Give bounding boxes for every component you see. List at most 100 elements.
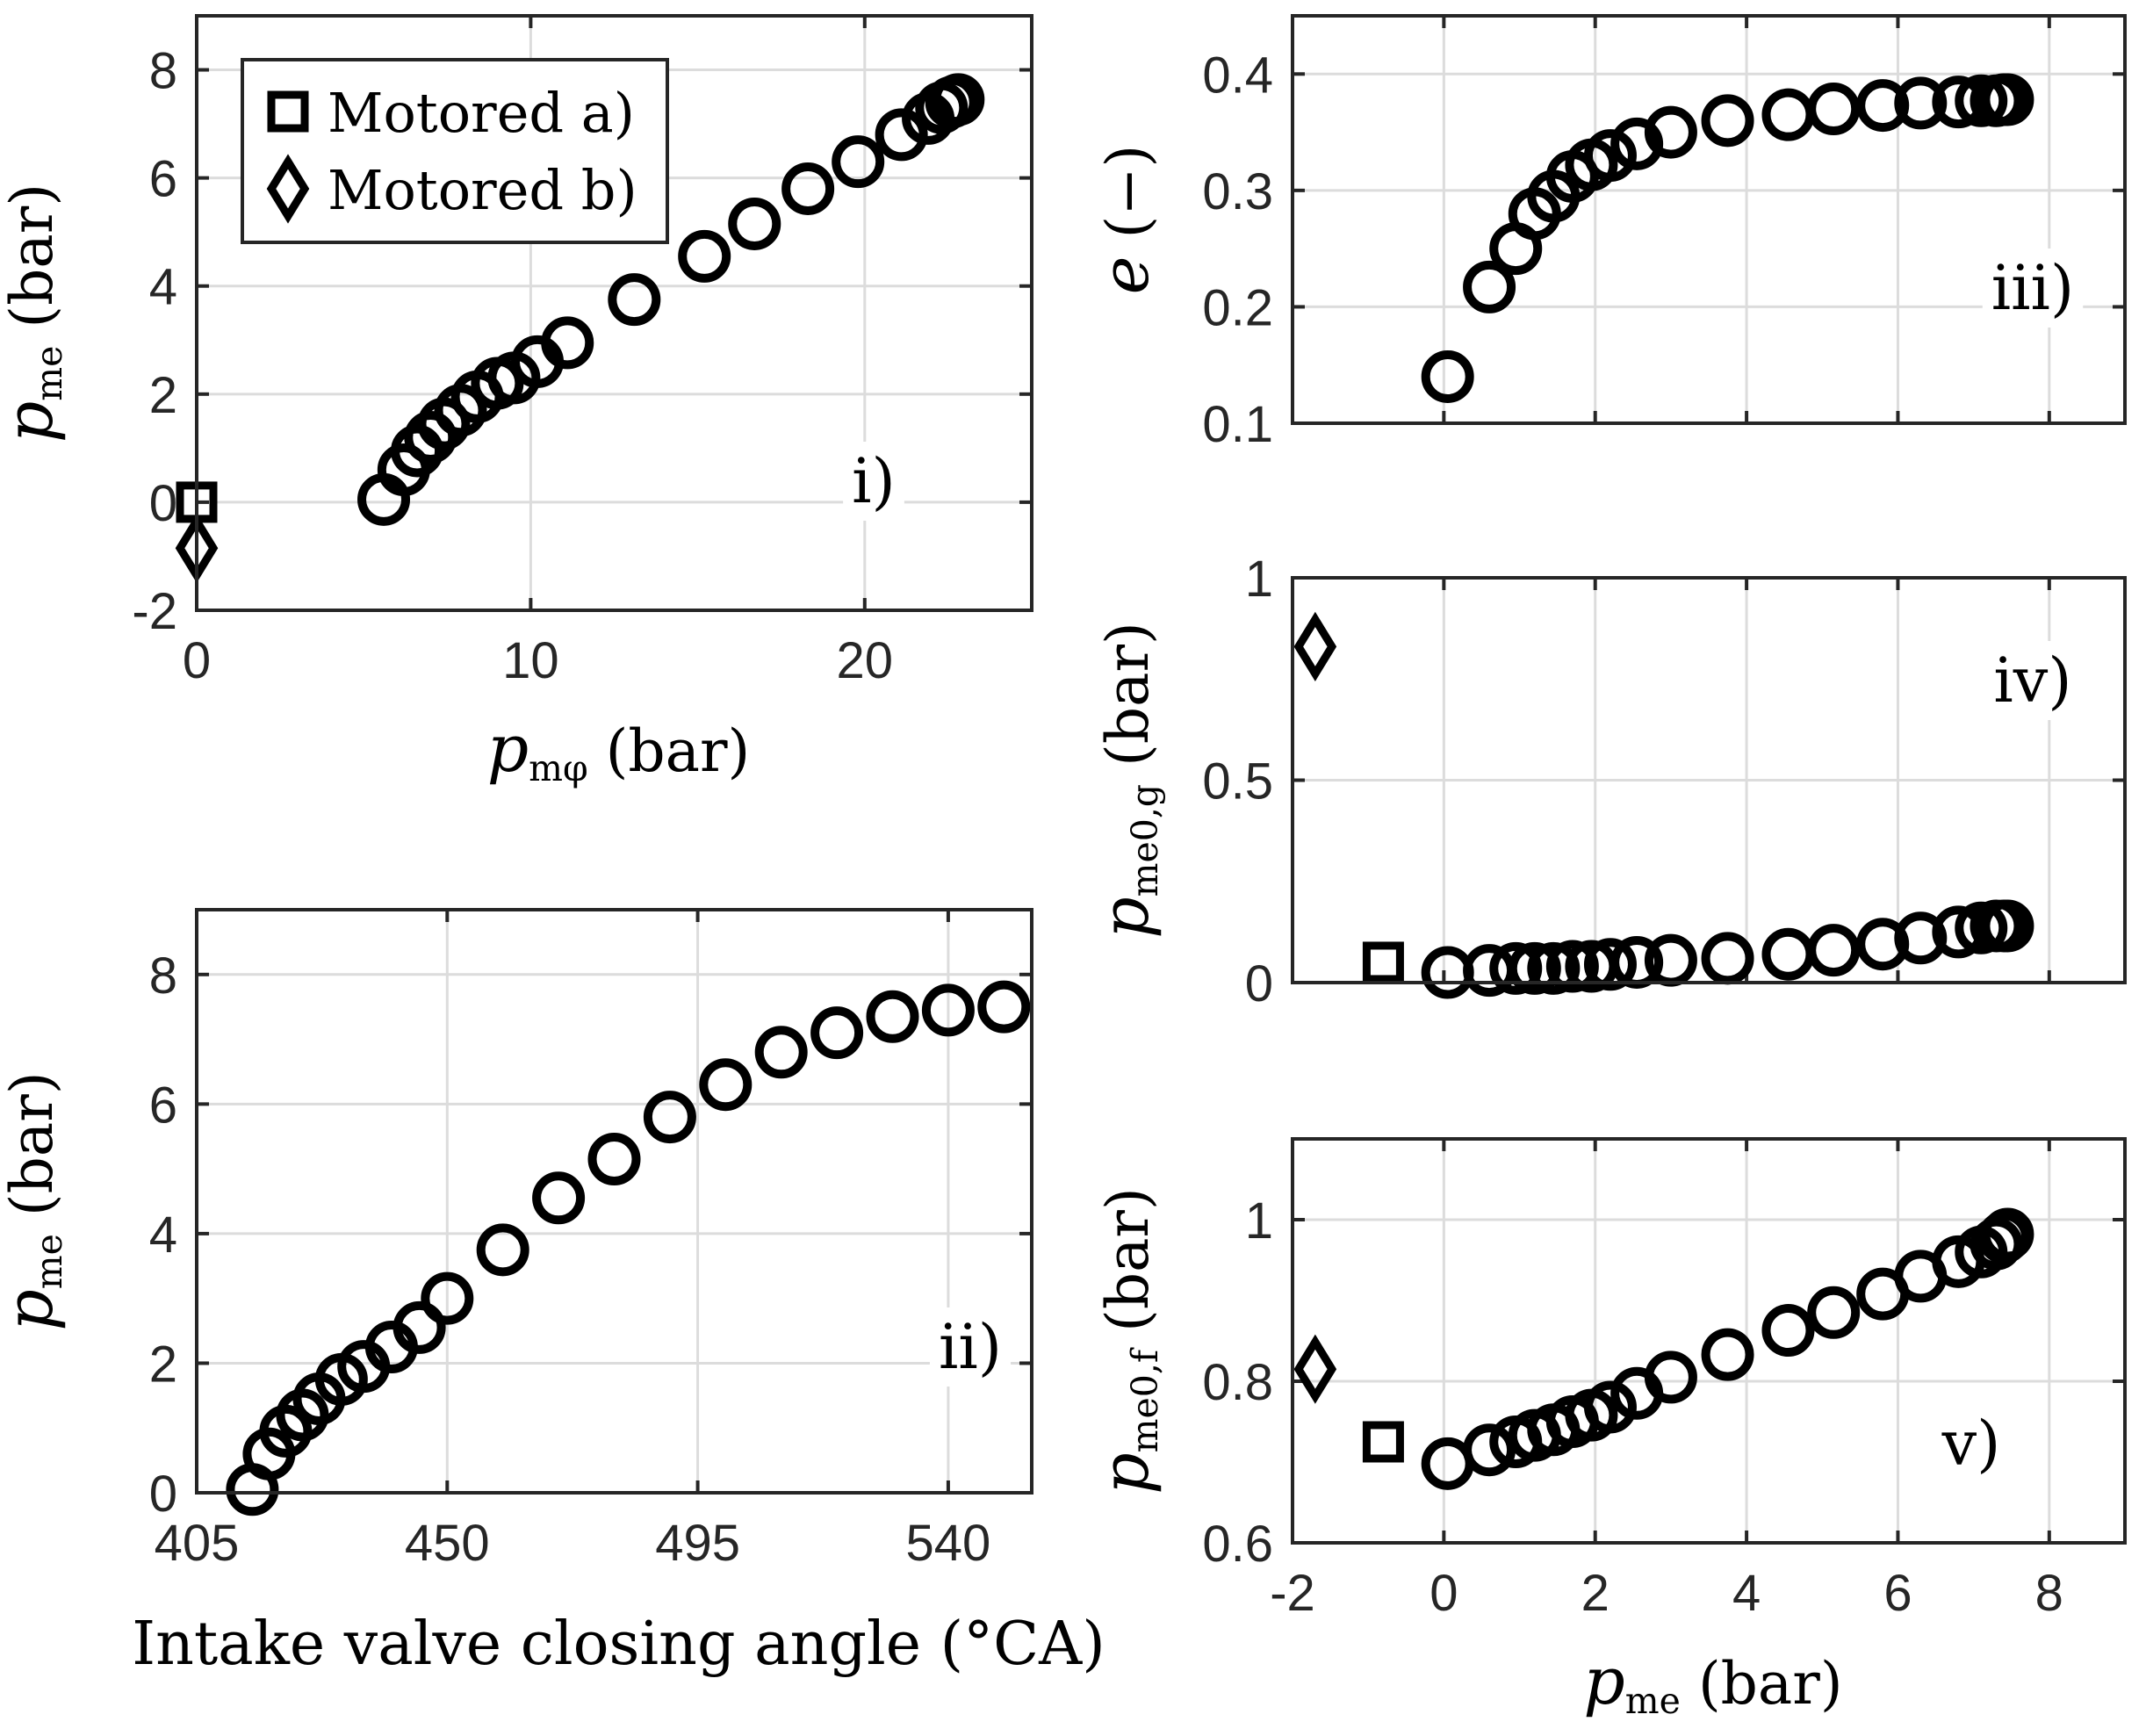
- panel-label: i): [852, 445, 896, 517]
- legend-label: Motored b): [328, 158, 637, 222]
- legend: Motored a) Motored b): [241, 58, 669, 244]
- data-point-circle: [1545, 940, 1599, 993]
- y-axis-label: pme (bar): [0, 184, 70, 443]
- axis-label-subscript: me: [28, 346, 70, 401]
- y-tick-label: 0.1: [1202, 396, 1273, 453]
- data-point-circle: [1583, 938, 1637, 991]
- data-point-circle: [1701, 1328, 1754, 1381]
- y-tick-label: 0.2: [1202, 279, 1273, 336]
- data-point-circle: [1761, 1304, 1815, 1358]
- data-point-circle: [404, 411, 457, 465]
- data-point-circle: [587, 1133, 641, 1186]
- data-point-circle: [932, 73, 985, 126]
- data-point-circle: [541, 316, 594, 370]
- y-tick-label: 0.4: [1202, 47, 1273, 104]
- axes-box: [1291, 14, 2127, 425]
- data-point-circle: [1644, 1351, 1697, 1404]
- x-tick-label: 540: [906, 1515, 991, 1572]
- data-point-circle: [1981, 73, 2034, 126]
- x-axis-label: pme (bar): [1583, 1644, 1842, 1722]
- data-point-circle: [1807, 1286, 1861, 1339]
- x-tick-label: 6: [1883, 1565, 1912, 1622]
- x-tick-label: 8: [2035, 1565, 2063, 1622]
- axis-label-subscript: me: [1625, 1680, 1681, 1722]
- y-axis-label: pme0,g (bar): [1088, 622, 1166, 939]
- y-tick-label: 0: [149, 1466, 177, 1523]
- axis-label-symbol: e: [1088, 256, 1163, 295]
- axes-box: [1291, 576, 2127, 984]
- axis-label-unit: (−): [1094, 145, 1162, 239]
- axis-label-symbol: p: [0, 1289, 68, 1330]
- y-tick-label: 2: [149, 1336, 177, 1393]
- data-point-circle: [1970, 1217, 2023, 1271]
- data-point-circle: [1508, 941, 1561, 995]
- panel-p4: 0 0.5 1 iv) pme0,g (bar): [1088, 551, 2127, 1012]
- axis-label-text: Intake valve closing angle (°CA): [132, 1610, 1105, 1679]
- data-point-square: [1362, 941, 1404, 983]
- x-tick-label: 20: [837, 632, 894, 689]
- y-tick-label: 4: [149, 259, 177, 316]
- x-tick-label: -2: [1270, 1565, 1315, 1622]
- data-point-circle: [1610, 117, 1664, 170]
- data-point-circle: [1894, 911, 1948, 965]
- axis-label-subscript: me0,f: [1124, 1347, 1166, 1452]
- panel-label-background: [1982, 249, 2084, 328]
- axes-box: [1291, 1137, 2127, 1545]
- y-tick-label: 0.5: [1202, 753, 1273, 810]
- panel-label: ii): [939, 1311, 1002, 1383]
- data-point-circle: [699, 1058, 753, 1112]
- x-tick-label: 10: [502, 632, 559, 689]
- data-point-circle: [421, 1271, 474, 1325]
- data-point-circle: [832, 135, 885, 189]
- data-point-square: [1362, 1421, 1404, 1463]
- data-point-circle: [1644, 105, 1697, 159]
- data-point-circle: [1856, 918, 1910, 971]
- panel-label-background: [1984, 641, 2081, 720]
- panel-label: v): [1941, 1408, 2001, 1480]
- x-tick-label: 450: [405, 1515, 490, 1572]
- y-tick-label: 0.6: [1202, 1516, 1273, 1573]
- data-point-circle: [1701, 94, 1754, 148]
- data-point-circle: [1807, 83, 1861, 136]
- data-point-circle: [392, 1300, 446, 1354]
- y-tick-label: 0.8: [1202, 1354, 1273, 1411]
- data-point-circle: [1421, 349, 1474, 403]
- axis-label-subscript: mφ: [529, 747, 588, 789]
- x-tick-label: 405: [155, 1515, 240, 1572]
- legend-diamond-icon: [266, 154, 310, 224]
- panel-label: iv): [1993, 645, 2071, 717]
- data-point-circle: [1955, 74, 2008, 127]
- data-point-circle: [754, 1026, 808, 1079]
- y-tick-label: 1: [1245, 1192, 1273, 1250]
- y-tick-label: 8: [149, 947, 177, 1005]
- axis-label-symbol: p: [1088, 1452, 1163, 1494]
- x-axis-label: Intake valve closing angle (°CA): [132, 1610, 1105, 1679]
- data-point-circle: [1761, 88, 1815, 141]
- data-point-diamond: [1293, 1334, 1337, 1404]
- data-point-circle: [977, 980, 1031, 1034]
- data-point-circle: [1463, 1423, 1516, 1477]
- x-tick-label: 0: [1429, 1565, 1458, 1622]
- data-point-circle: [643, 1091, 696, 1144]
- axis-label-unit: (bar): [0, 1071, 66, 1216]
- axis-label-symbol: p: [1583, 1644, 1624, 1719]
- x-tick-label: 4: [1732, 1565, 1761, 1622]
- data-point-circle: [1583, 1380, 1637, 1434]
- data-point-circle: [1807, 924, 1861, 977]
- x-tick-label: 0: [183, 632, 211, 689]
- data-point-circle: [1894, 76, 1948, 130]
- axis-label-symbol: p: [0, 401, 68, 443]
- data-point-circle: [1981, 1207, 2034, 1261]
- y-tick-label: 1: [1245, 551, 1273, 608]
- axis-label-unit: (bar): [0, 184, 66, 328]
- data-point-circle: [476, 1223, 529, 1277]
- x-tick-label: 2: [1581, 1565, 1610, 1622]
- data-point-circle: [1981, 899, 2034, 953]
- y-tick-label: -2: [132, 583, 177, 640]
- panel-label-background: [843, 442, 904, 521]
- data-point-circle: [1583, 129, 1637, 183]
- axis-label-unit: (bar): [1094, 622, 1162, 767]
- axis-label-subscript: me: [28, 1234, 70, 1289]
